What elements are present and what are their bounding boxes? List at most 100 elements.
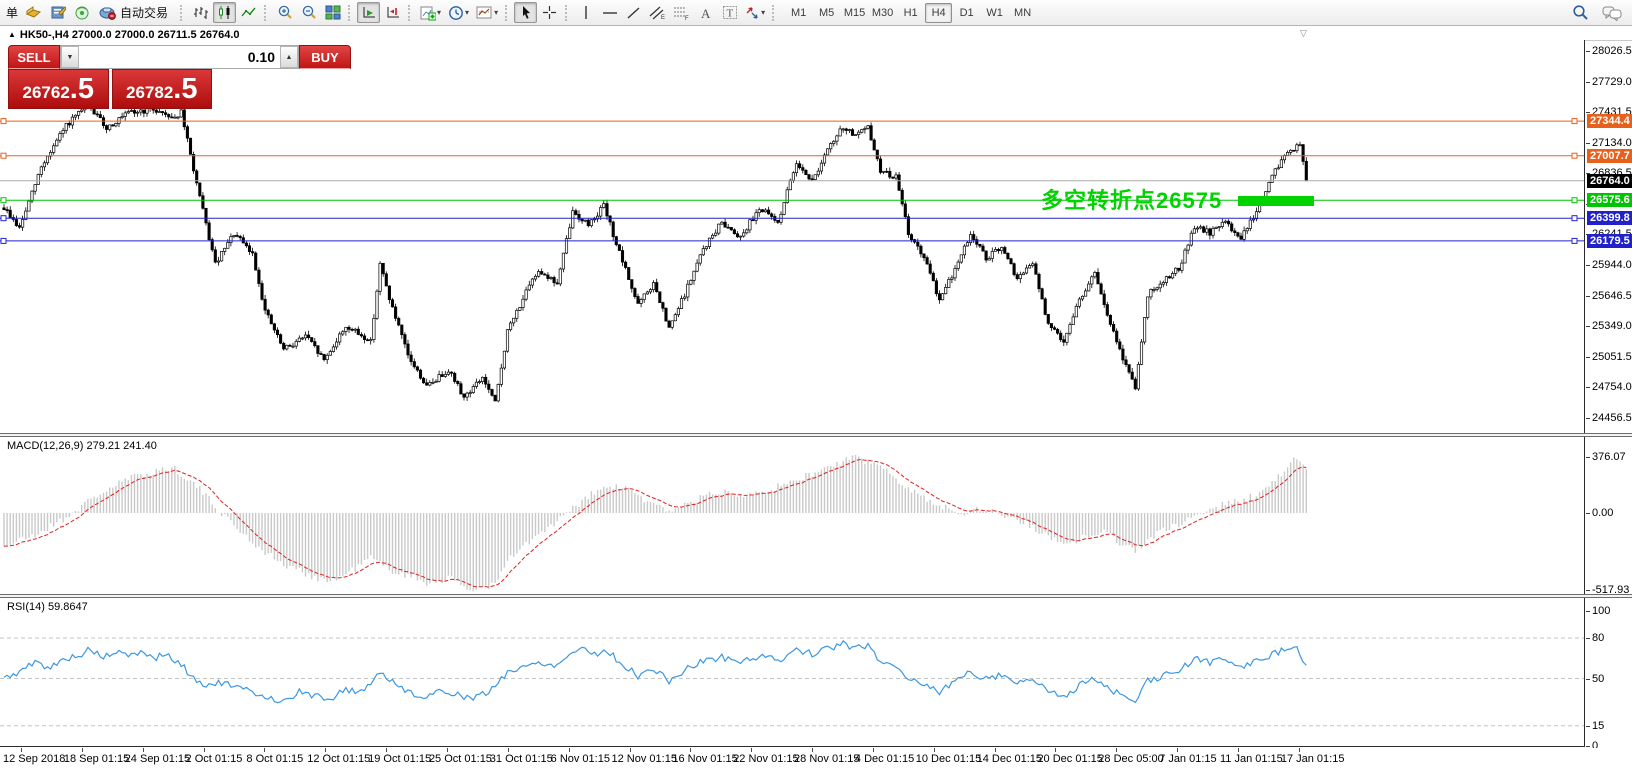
pivot-annotation-text[interactable]: 多空转折点26575	[1041, 188, 1223, 213]
axis-tick-mark	[1586, 387, 1590, 389]
indicators-icon	[420, 5, 437, 21]
zoom-in-icon	[277, 5, 293, 21]
cursor-button[interactable]	[514, 2, 538, 23]
equidistant-channel-button[interactable]: E	[646, 2, 669, 23]
indicators-button[interactable]: ▾	[417, 2, 444, 23]
timeframe-button-m5[interactable]: M5	[818, 6, 835, 19]
axis-tick-label: 100	[1592, 605, 1611, 617]
rsi-indicator-pane[interactable]	[0, 598, 1585, 747]
periods-button[interactable]: ▾	[445, 2, 472, 23]
timeframe-button-m1[interactable]: M1	[790, 6, 807, 19]
fibonacci-button[interactable]: F	[670, 2, 693, 23]
chevron-down-icon: ▾	[761, 8, 766, 17]
svg-text:E: E	[661, 15, 665, 20]
time-tick-mark	[1238, 748, 1239, 752]
time-tick-label: 18 Sep 01:15	[63, 753, 130, 765]
timeframe-button-m15[interactable]: M15	[843, 6, 866, 19]
buy-price-button[interactable]: 26782.5	[111, 69, 212, 109]
time-tick-mark	[1298, 748, 1300, 752]
text-button[interactable]: A	[694, 2, 717, 23]
pane-separator[interactable]	[0, 433, 1632, 437]
axis-tick-label: 27729.0	[1592, 75, 1632, 88]
autoscroll-button[interactable]	[357, 2, 381, 23]
volume-increase-button[interactable]: ▲	[280, 46, 298, 68]
axis-tick-mark	[1586, 356, 1590, 358]
timeframe-switcher: M1 M5 M15 M30 H1 H4 D1 W1 MN	[785, 2, 1036, 23]
buy-price-dec: .5	[173, 73, 198, 105]
buy-button[interactable]: BUY	[299, 45, 351, 69]
vertical-line-button[interactable]	[574, 2, 597, 23]
sell-price-button[interactable]: 26762.5	[8, 69, 109, 109]
arrows-button[interactable]: ▾	[742, 2, 768, 23]
metaeditor-button[interactable]	[46, 2, 69, 23]
volume-input[interactable]	[79, 46, 280, 68]
time-tick-label: 24 Sep 01:15	[124, 753, 191, 765]
sell-button[interactable]: SELL	[8, 45, 60, 69]
order-menu-label[interactable]: 单	[6, 6, 19, 20]
tile-windows-button[interactable]	[321, 2, 344, 23]
time-tick-label: 17 Jan 01:15	[1280, 753, 1345, 765]
time-tick-label: 25 Oct 01:15	[428, 753, 492, 765]
candle-chart-button[interactable]	[213, 2, 237, 23]
chart-shift-button[interactable]	[381, 2, 404, 23]
trendline-button[interactable]	[622, 2, 645, 23]
crosshair-icon	[542, 5, 557, 20]
horizontal-line-button[interactable]	[598, 2, 621, 23]
timeframe-button-mn[interactable]: MN	[1014, 6, 1032, 19]
time-tick-mark	[81, 748, 83, 752]
zoom-in-button[interactable]	[273, 2, 296, 23]
macd-indicator-pane[interactable]	[0, 437, 1585, 594]
axis-tick-mark	[1586, 295, 1590, 297]
price-chart-pane[interactable]	[0, 40, 1585, 433]
chart-caption[interactable]: ▲ HK50-,H4 27000.0 27000.0 26711.5 26764.…	[8, 29, 240, 41]
chat-button[interactable]	[1600, 2, 1623, 23]
time-tick-label: 28 Dec 05:00	[1098, 753, 1164, 765]
time-tick-mark	[507, 748, 509, 752]
crosshair-button[interactable]	[538, 2, 561, 23]
timeframe-button-h4[interactable]: H4	[925, 2, 953, 23]
main-toolbar: 单 自动交易 ▾ ▾ ▾ E F A T ▾ M1 M	[0, 0, 1632, 26]
timeframe-button-h1[interactable]: H1	[903, 6, 918, 19]
new-order-button[interactable]	[22, 2, 45, 23]
time-tick-mark	[872, 748, 874, 752]
timeframe-button-w1[interactable]: W1	[986, 6, 1003, 19]
time-tick-mark	[751, 748, 753, 752]
signals-button[interactable]	[70, 2, 93, 23]
timeframe-button-d1[interactable]: D1	[959, 6, 974, 19]
chat-icon	[1602, 5, 1622, 21]
search-button[interactable]	[1569, 2, 1592, 23]
templates-button[interactable]: ▾	[473, 2, 501, 23]
axis-tick-label: 28026.5	[1592, 45, 1632, 57]
time-tick-label: 7 Jan 01:15	[1159, 753, 1217, 765]
bar-chart-button[interactable]	[189, 2, 212, 23]
axis-tick-mark	[1586, 417, 1590, 419]
toolbar-grip	[264, 4, 269, 21]
toolbar-grip	[180, 4, 185, 21]
price-line-label: 26399.8	[1587, 211, 1632, 226]
toolbar-grip	[772, 4, 777, 21]
text-label-button[interactable]: T	[718, 2, 741, 23]
zoom-out-button[interactable]	[297, 2, 320, 23]
svg-text:T: T	[726, 8, 733, 20]
timeframe-button-m30[interactable]: M30	[871, 6, 894, 19]
line-chart-button[interactable]	[237, 2, 260, 23]
autoscroll-icon	[361, 5, 377, 20]
axis-tick-mark	[1586, 265, 1590, 267]
axis-tick-mark	[1586, 512, 1590, 514]
sell-price-int: 26762	[22, 83, 70, 102]
pane-separator[interactable]	[0, 594, 1632, 598]
text-label-icon: T	[722, 5, 738, 20]
chart-shift-marker[interactable]: ▽	[1300, 28, 1307, 38]
volume-decrease-button[interactable]: ▼	[61, 46, 79, 68]
time-tick-mark	[812, 748, 814, 752]
pivot-annotation-rectangle[interactable]	[1238, 196, 1314, 206]
sell-price-dec: .5	[69, 73, 94, 105]
axis-tick-mark	[1586, 678, 1590, 680]
axis-tick-mark	[1586, 638, 1590, 639]
time-axis[interactable]: 12 Sep 2018 18 Sep 01:15 24 Sep 01:15 2 Oct…	[0, 748, 1632, 769]
axis-tick-mark	[1586, 81, 1590, 83]
autotrade-button[interactable]: 自动交易	[94, 2, 176, 23]
template-icon	[476, 5, 493, 20]
buy-price-int: 26782	[126, 83, 174, 102]
time-tick-label: 28 Nov 01:15	[794, 753, 860, 765]
